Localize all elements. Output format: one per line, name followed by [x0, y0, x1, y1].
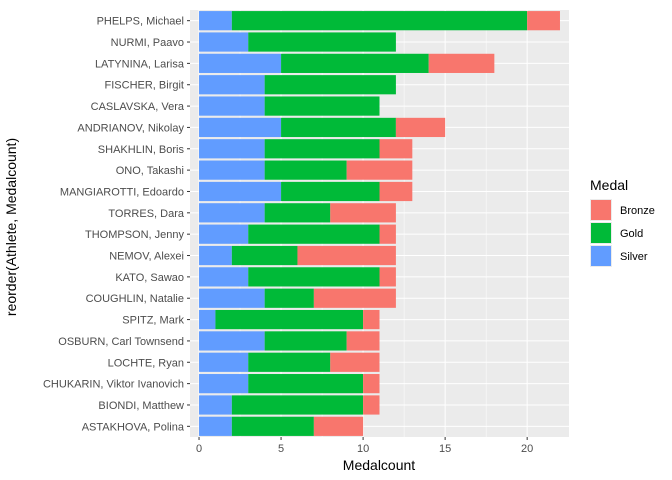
bar-gold	[264, 75, 396, 95]
bar-gold	[281, 53, 429, 73]
x-tick-label: 5	[278, 443, 284, 455]
bar-gold	[264, 160, 347, 180]
bar-silver	[199, 267, 249, 287]
y-tick-label: PHELPS, Michael	[97, 16, 184, 28]
y-tick-label: NURMI, Paavo	[111, 37, 184, 49]
bar-gold	[264, 203, 331, 223]
y-tick-label: CHUKARIN, Viktor Ivanovich	[43, 379, 184, 391]
bar-silver	[199, 309, 216, 330]
bar-silver	[199, 245, 232, 266]
bar-bronze	[379, 139, 413, 159]
y-tick-label: CASLAVSKA, Vera	[91, 101, 185, 113]
bar-silver	[199, 75, 265, 95]
y-axis-title: reorder(Athlete, Medalcount)	[3, 138, 19, 316]
legend-swatch-gold	[591, 223, 611, 243]
bar-gold	[281, 117, 396, 138]
bars	[199, 11, 560, 436]
legend-title: Medal	[590, 177, 628, 193]
bar-gold	[248, 267, 380, 287]
x-axis-tick-labels: 0 5 10 15 20	[196, 437, 533, 455]
bar-silver	[199, 181, 282, 202]
bar-gold	[264, 331, 347, 351]
bar-bronze	[313, 416, 364, 436]
y-tick-label: MANGIAROTTI, Edoardo	[60, 186, 184, 198]
bar-gold	[248, 374, 364, 394]
bar-silver	[199, 374, 249, 394]
bar-gold	[264, 96, 380, 116]
bar-silver	[199, 117, 282, 138]
bar-bronze	[363, 374, 380, 394]
bar-silver	[199, 139, 265, 159]
bar-bronze	[527, 11, 560, 31]
y-tick-label: SPITZ, Mark	[122, 315, 184, 327]
bar-bronze	[379, 181, 413, 202]
x-tick-label: 10	[357, 443, 369, 455]
bar-gold	[248, 224, 380, 244]
bar-gold	[231, 11, 528, 31]
bar-silver	[199, 11, 232, 31]
x-tick-label: 15	[439, 443, 451, 455]
legend: Medal Bronze Gold Silver	[590, 177, 655, 267]
bar-silver	[199, 331, 265, 351]
bar-bronze	[363, 309, 380, 330]
bar-silver	[199, 96, 265, 116]
x-axis-title: Medalcount	[343, 457, 415, 473]
y-tick-label: ASTAKHOVA, Polina	[82, 421, 185, 433]
bar-bronze	[346, 331, 380, 351]
bar-bronze	[395, 117, 446, 138]
bar-bronze	[297, 245, 396, 266]
y-tick-label: TORRES, Dara	[108, 208, 184, 220]
y-axis-tick-labels: PHELPS, Michael NURMI, Paavo LATYNINA, Lar…	[43, 16, 190, 433]
bar-silver	[199, 416, 232, 436]
bar-silver	[199, 352, 249, 372]
legend-swatch-bronze	[591, 200, 611, 220]
bar-gold	[231, 416, 314, 436]
bar-silver	[199, 203, 265, 223]
bar-bronze	[330, 352, 380, 372]
bar-gold	[248, 352, 331, 372]
x-tick-label: 20	[521, 443, 533, 455]
y-tick-label: ANDRIANOV, Nikolay	[77, 122, 184, 134]
y-tick-label: LATYNINA, Larisa	[95, 58, 185, 70]
x-tick-label: 0	[196, 443, 202, 455]
y-tick-label: NEMOV, Alexei	[109, 251, 184, 263]
y-tick-label: KATO, Sawao	[115, 272, 184, 284]
y-tick-label: BIONDI, Matthew	[98, 400, 184, 412]
y-tick-label: OSBURN, Carl Townsend	[58, 336, 184, 348]
bar-bronze	[379, 267, 396, 287]
panel-background	[190, 10, 569, 437]
bar-gold	[231, 245, 298, 266]
bar-gold	[264, 139, 380, 159]
y-tick-label: SHAKHLIN, Boris	[98, 144, 185, 156]
bar-silver	[199, 224, 249, 244]
bar-gold	[215, 309, 364, 330]
bar-gold	[231, 395, 364, 415]
legend-swatch-silver	[591, 246, 611, 266]
bar-gold	[264, 288, 314, 308]
y-tick-label: THOMPSON, Jenny	[85, 229, 185, 241]
bar-silver	[199, 53, 282, 73]
bar-bronze	[330, 203, 396, 223]
bar-silver	[199, 32, 249, 52]
bar-silver	[199, 288, 265, 308]
y-tick-label: COUGHLIN, Natalie	[86, 293, 184, 305]
bar-bronze	[313, 288, 396, 308]
bar-bronze	[428, 53, 495, 73]
bar-silver	[199, 160, 265, 180]
y-tick-label: LOCHTE, Ryan	[108, 357, 184, 369]
y-tick-label: FISCHER, Birgit	[105, 80, 184, 92]
bar-gold	[248, 32, 396, 52]
bar-bronze	[363, 395, 380, 415]
legend-label-gold: Gold	[620, 228, 643, 240]
plot-panel	[190, 10, 569, 437]
y-tick-label: ONO, Takashi	[116, 165, 184, 177]
bar-gold	[281, 181, 380, 202]
bar-bronze	[346, 160, 413, 180]
legend-label-silver: Silver	[620, 251, 648, 263]
legend-label-bronze: Bronze	[620, 205, 655, 217]
bar-bronze	[379, 224, 396, 244]
bar-silver	[199, 395, 232, 415]
